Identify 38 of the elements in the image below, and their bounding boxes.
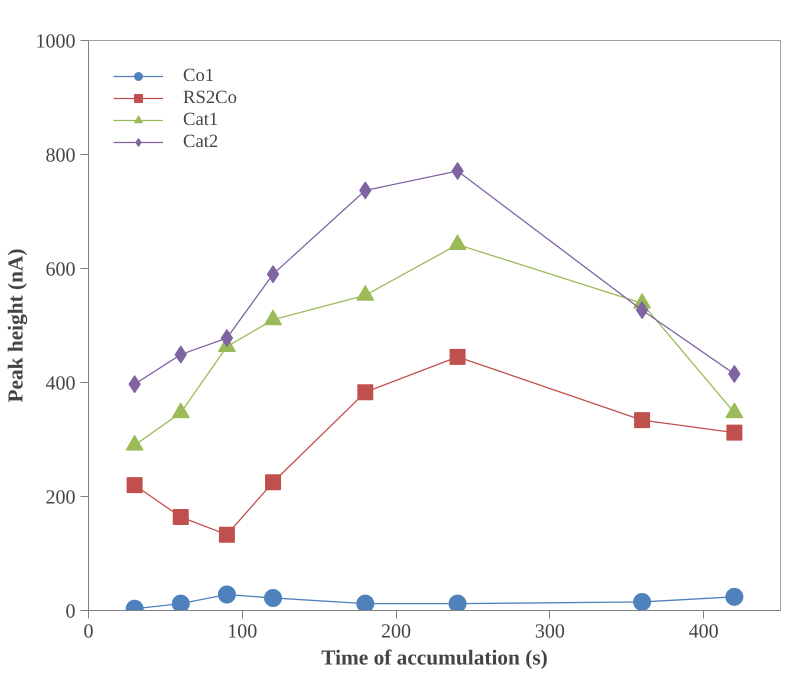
- legend-label: Cat2: [183, 131, 218, 153]
- point: [172, 509, 189, 526]
- point: [725, 588, 744, 606]
- x-axis-title: Time of accumulation (s): [321, 646, 548, 670]
- point: [218, 586, 236, 604]
- y-tick-label: 400: [46, 372, 76, 394]
- point: [356, 594, 374, 610]
- y-tick-label: 200: [46, 486, 76, 508]
- point: [172, 594, 190, 610]
- point: [266, 265, 280, 284]
- point: [636, 301, 648, 320]
- y-tick-label: 800: [46, 144, 76, 166]
- legend-label: RS2Co: [183, 87, 237, 109]
- legend-label: Co1: [183, 65, 214, 87]
- point: [726, 424, 742, 441]
- point: [220, 329, 234, 348]
- x-tick-label: 300: [534, 620, 565, 642]
- x-tick-label: 200: [381, 620, 412, 642]
- point: [218, 526, 235, 543]
- y-axis-title: Peak height (nA): [4, 248, 28, 403]
- point: [728, 364, 741, 383]
- point: [357, 384, 374, 400]
- y-tick-label: 1000: [36, 30, 76, 52]
- x-tick-label: 400: [688, 620, 719, 642]
- point: [128, 375, 141, 394]
- point: [126, 477, 143, 494]
- point: [448, 594, 467, 610]
- point: [264, 588, 282, 607]
- point: [450, 348, 466, 365]
- x-tick-label: 0: [84, 620, 94, 642]
- point: [634, 412, 650, 428]
- y-tick-label: 0: [66, 600, 76, 622]
- point: [451, 162, 464, 180]
- x-tick-label: 100: [227, 620, 258, 642]
- point: [633, 592, 652, 610]
- y-tick-label: 600: [46, 258, 76, 280]
- point: [265, 474, 282, 490]
- legend-label: Cat1: [183, 109, 218, 131]
